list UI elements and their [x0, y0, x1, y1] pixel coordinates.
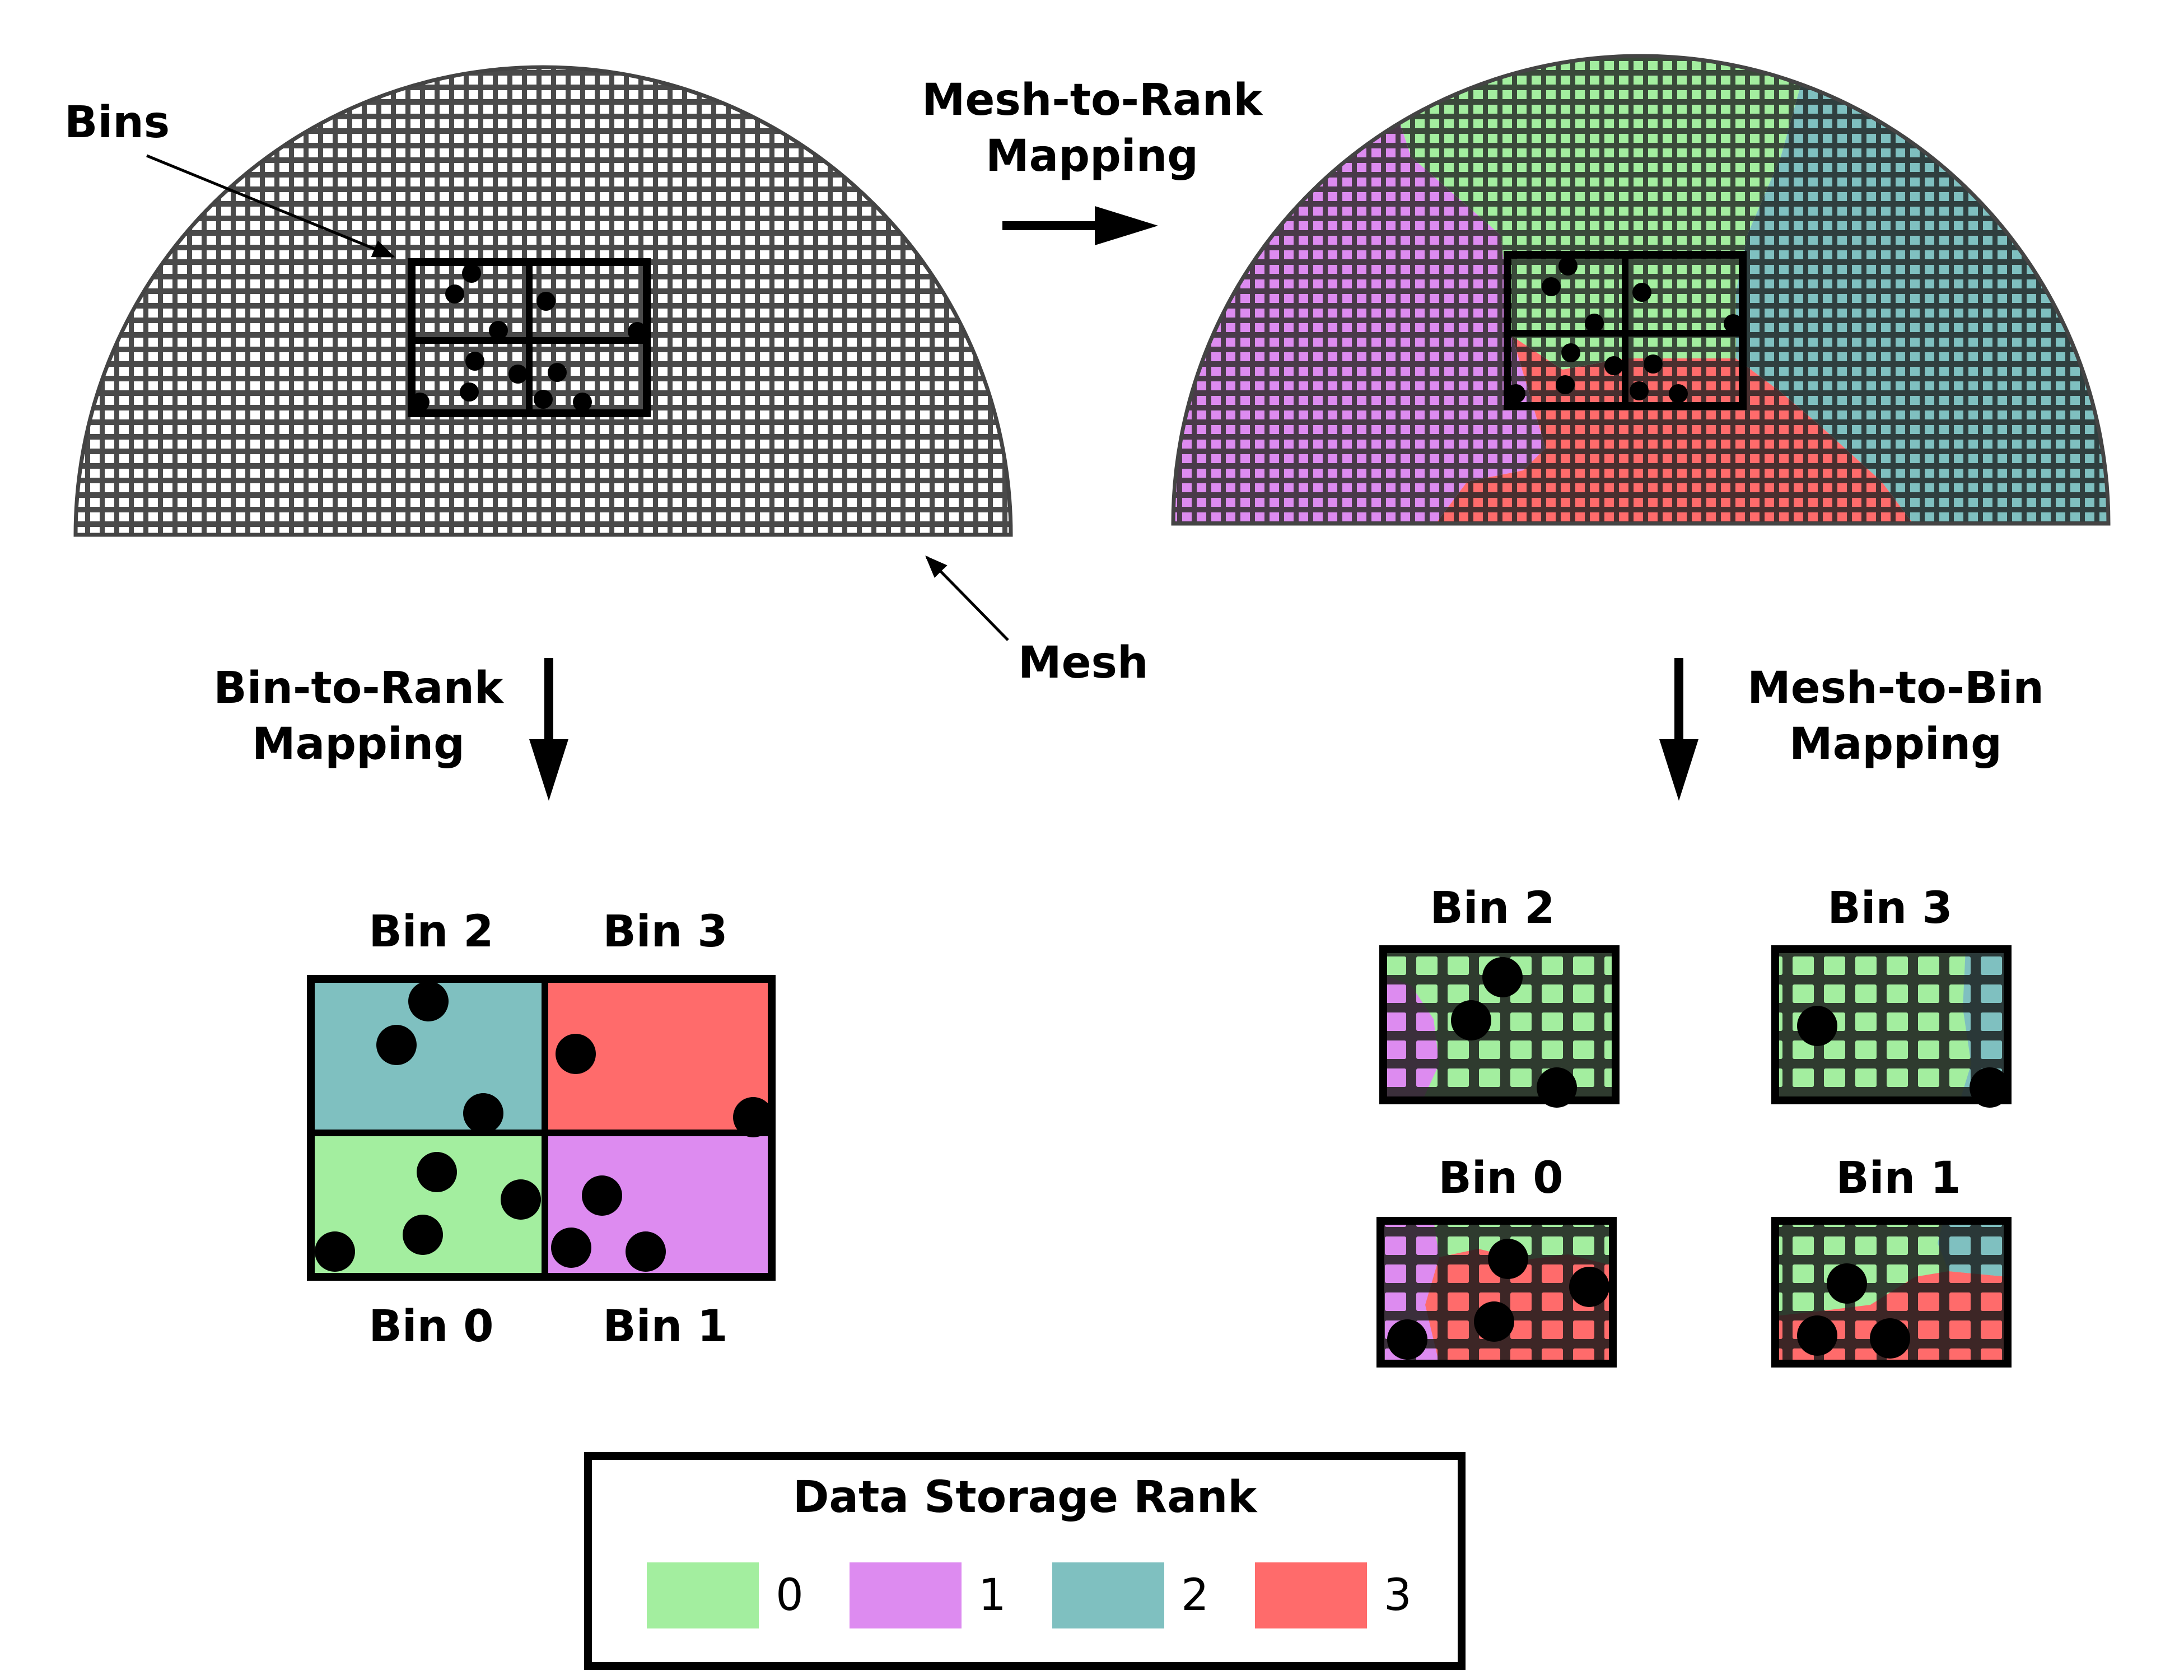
legend-label-rank-3: 3	[1384, 1570, 1412, 1621]
bin-to-rank-grid	[307, 975, 776, 1281]
bin-to-rank-bin3-label: Bin 3	[603, 907, 727, 957]
mesh-to-rank-title-line2: Mapping	[986, 131, 1198, 181]
mesh-to-bin-bin3-label: Bin 3	[1827, 883, 1952, 934]
mesh-bin0-panel	[1376, 1217, 1617, 1368]
bins-label: Bins	[64, 97, 170, 148]
legend-swatch-rank-1	[850, 1562, 962, 1628]
legend-swatch-rank-2	[1052, 1562, 1164, 1628]
bin-to-rank-bin1-label: Bin 1	[603, 1301, 727, 1352]
particles-top-right	[1506, 256, 1743, 403]
legend-box: Data Storage Rank 0 1 2 3	[584, 1452, 1466, 1670]
mesh-to-bin-title-line1: Mesh-to-Bin	[1747, 663, 2044, 713]
mesh-label: Mesh	[1018, 638, 1148, 688]
bins-grid-overlay	[408, 258, 651, 417]
bins-pointer-arrow	[146, 154, 395, 258]
bin-to-rank-bin0-label: Bin 0	[368, 1301, 493, 1352]
mesh-semicircle-ranked-outline	[1171, 54, 2111, 526]
bin-to-rank-arrow	[529, 658, 568, 801]
particles-bin-to-rank	[315, 981, 773, 1272]
mesh-bin3-panel	[1771, 945, 2012, 1108]
mesh-to-bin-bin2-label: Bin 2	[1430, 883, 1555, 934]
mesh-bin1-panel	[1771, 1217, 2012, 1368]
legend-label-rank-0: 0	[776, 1570, 804, 1621]
mesh-to-rank-arrow	[1002, 206, 1158, 245]
particles-top-left	[410, 264, 647, 412]
legend-swatch-rank-3	[1255, 1562, 1367, 1628]
bin-to-rank-bin2-label: Bin 2	[368, 907, 493, 957]
legend-label-rank-2: 2	[1181, 1570, 1209, 1621]
mesh-to-rank-title-line1: Mesh-to-Rank	[922, 75, 1263, 125]
mesh-to-bin-title-line2: Mapping	[1789, 719, 2002, 769]
mesh-to-bin-bin1-label: Bin 1	[1836, 1153, 1961, 1203]
bin-to-rank-title-line1: Bin-to-Rank	[213, 663, 505, 713]
mesh-bin2-panel	[1379, 945, 1620, 1108]
mesh-to-bin-bin0-label: Bin 0	[1438, 1153, 1563, 1203]
legend-swatch-rank-0	[647, 1562, 759, 1628]
bins-grid-overlay-ranked	[1504, 251, 1747, 410]
legend-label-rank-1: 1	[978, 1570, 1006, 1621]
mesh-to-bin-arrow	[1659, 658, 1698, 801]
bin-to-rank-title-line2: Mapping	[252, 719, 465, 769]
legend-title: Data Storage Rank	[793, 1472, 1258, 1523]
legend-items: 0 1 2 3	[647, 1562, 1412, 1628]
mesh-pointer-arrow	[925, 556, 1009, 641]
